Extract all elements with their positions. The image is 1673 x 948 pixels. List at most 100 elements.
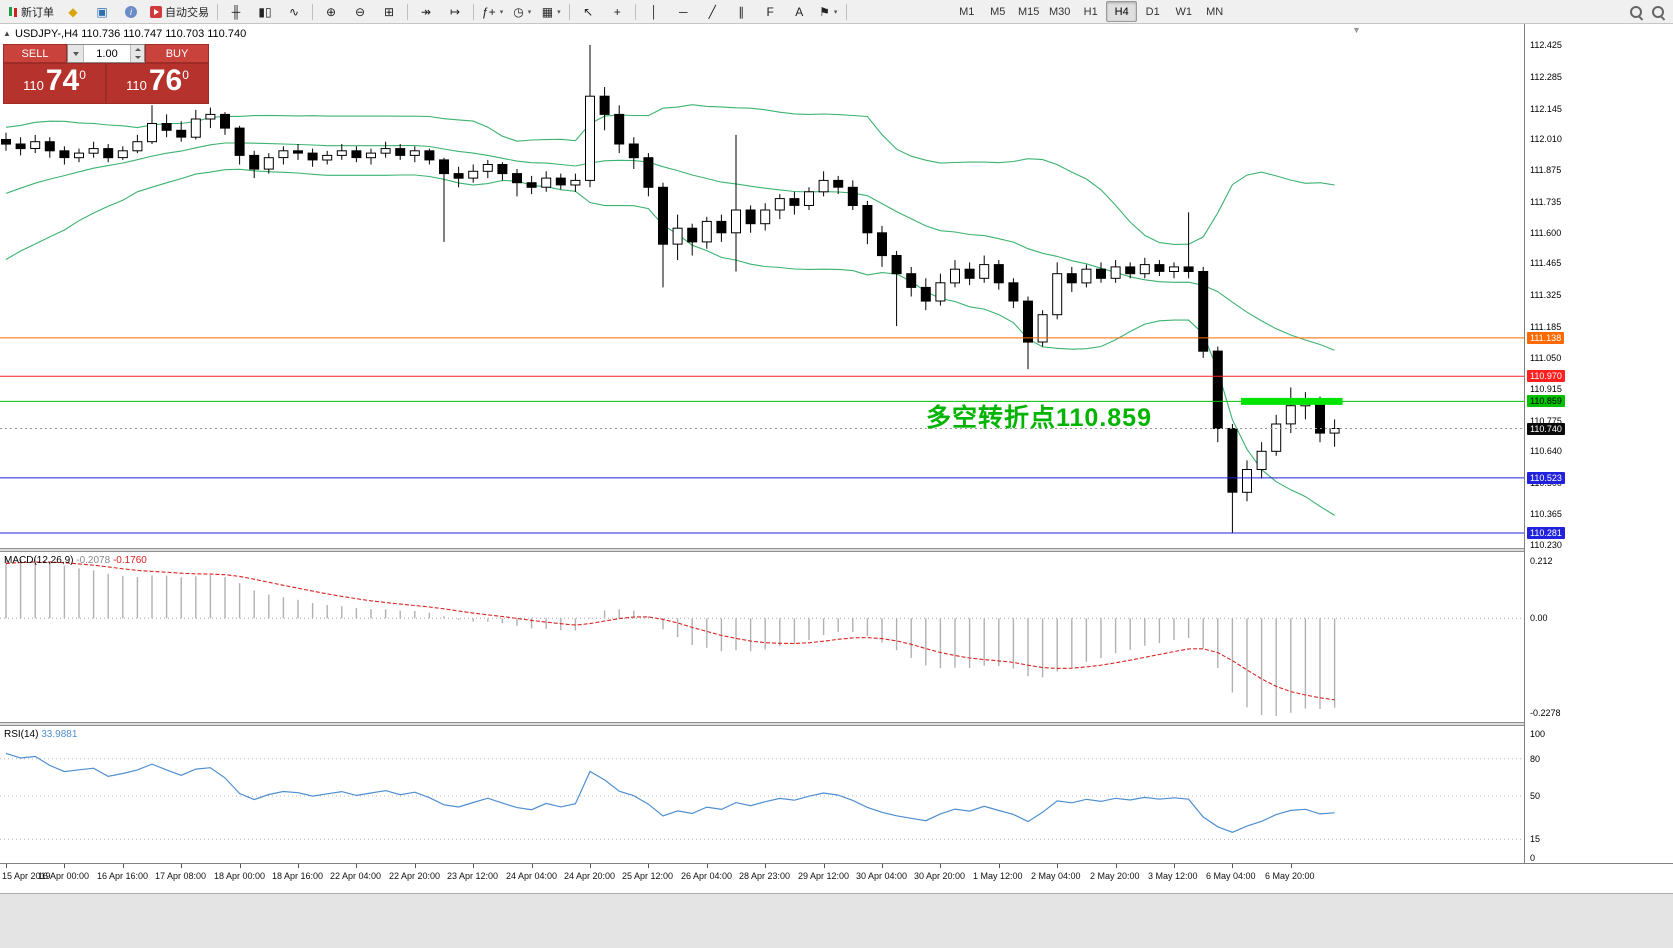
- time-axis-tick: [356, 864, 357, 868]
- channel-button[interactable]: ∥: [727, 1, 755, 23]
- timeframe-h4-button[interactable]: H4: [1106, 1, 1138, 22]
- horizontal-line-button[interactable]: ─: [669, 1, 697, 23]
- arrows-button[interactable]: ⚑ ▾: [814, 1, 842, 23]
- time-axis-label: 16 Apr 00:00: [38, 871, 90, 881]
- chart-shift-button-icon: ↦: [449, 4, 461, 19]
- periods-button-dropdown-icon[interactable]: ▾: [527, 8, 532, 16]
- buy-price-button[interactable]: 110 76 0: [106, 63, 209, 104]
- trendline-button[interactable]: ╱: [698, 1, 726, 23]
- chart-canvas[interactable]: [0, 24, 1673, 893]
- timeframe-h1-button[interactable]: H1: [1083, 5, 1098, 18]
- one-click-panel-toggle[interactable]: ▲: [3, 29, 11, 38]
- volume-decrease-button[interactable]: [131, 53, 144, 62]
- terminal-button-icon: ▣: [96, 4, 108, 19]
- autotrading-button[interactable]: 自动交易: [146, 1, 213, 23]
- zoom-in-button[interactable]: ⊕: [317, 1, 345, 23]
- sell-button[interactable]: SELL: [3, 44, 67, 63]
- panel-splitter-rsi[interactable]: [0, 722, 1673, 726]
- templates-button-icon: ▦: [541, 4, 554, 19]
- time-axis-label: 25 Apr 12:00: [622, 871, 674, 881]
- bar-chart-button[interactable]: ╫: [222, 1, 250, 23]
- info-button-icon: i: [125, 5, 137, 18]
- toolbar-separator: [846, 3, 848, 20]
- macd-axis-label: -0.2278: [1530, 708, 1561, 718]
- metaeditor-button[interactable]: ◆: [59, 1, 87, 23]
- periods-button[interactable]: ◷ ▾: [508, 1, 536, 23]
- pivot-annotation-text[interactable]: 多空转折点110.859: [926, 404, 1152, 432]
- time-axis-tick: [707, 864, 708, 868]
- volume-dropdown[interactable]: [68, 45, 84, 62]
- templates-button-dropdown-icon[interactable]: ▾: [557, 8, 561, 16]
- time-axis-tick: [532, 864, 533, 868]
- new-order-icon: [9, 7, 12, 16]
- timeframe-w1-button[interactable]: W1: [1175, 5, 1192, 18]
- price-axis-label: 111.600: [1530, 228, 1562, 238]
- grid-button[interactable]: ⊞: [375, 1, 403, 23]
- time-axis-tick: [940, 864, 941, 868]
- crosshair-button[interactable]: +: [603, 1, 631, 23]
- sell-price-button[interactable]: 110 74 0: [3, 63, 106, 104]
- one-click-trading-panel: SELL BUY 110 74 0 110 76 0: [3, 44, 209, 104]
- fibonacci-button[interactable]: F: [756, 1, 784, 23]
- line-chart-button[interactable]: ∿: [280, 1, 308, 23]
- arrows-button-dropdown-icon[interactable]: ▾: [833, 8, 838, 16]
- auto-scroll-button[interactable]: ↠: [412, 1, 440, 23]
- zoom-out-button[interactable]: ⊖: [346, 1, 374, 23]
- chart-shift-marker-icon: ▼: [1352, 25, 1361, 35]
- chart-shift-button[interactable]: ↦: [441, 1, 469, 23]
- rsi-value: 33.9881: [41, 729, 78, 740]
- time-axis[interactable]: 15 Apr 2019 16 Apr 00:00 16 Apr 16:00 17 Ap…: [0, 863, 1673, 893]
- volume-input[interactable]: [84, 45, 130, 62]
- cursor-button[interactable]: ↖: [574, 1, 602, 23]
- toolbar-separator: [217, 3, 218, 20]
- price-axis-label: 110.230: [1530, 540, 1562, 550]
- volume-increase-button[interactable]: [131, 45, 144, 54]
- timeframe-m30-button[interactable]: M30: [1049, 5, 1071, 18]
- timeframe-mn-button[interactable]: MN: [1206, 5, 1224, 18]
- symbol-period-label: USDJPY-,H4: [15, 28, 79, 40]
- terminal-button[interactable]: ▣: [88, 1, 116, 23]
- time-axis-tick: [999, 864, 1000, 868]
- arrows-button-icon: ⚑: [819, 4, 830, 19]
- toolbar-right-icons: [1628, 4, 1670, 20]
- time-axis-label: 17 Apr 08:00: [155, 871, 207, 881]
- price-axis-label: 110.915: [1530, 384, 1562, 394]
- periods-button-icon: ◷: [513, 4, 524, 19]
- search-icon[interactable]: [1628, 4, 1644, 20]
- time-axis-label: 6 May 20:00: [1265, 871, 1315, 881]
- ohlc-values: 110.736 110.747 110.703 110.740: [81, 28, 247, 40]
- buy-button[interactable]: BUY: [145, 44, 209, 63]
- rsi-axis-label: 100: [1530, 729, 1546, 739]
- horizontal-line-button-icon: ─: [678, 4, 688, 19]
- timeframe-m1-button[interactable]: M1: [959, 5, 975, 18]
- templates-button[interactable]: ▦ ▾: [537, 1, 565, 23]
- search-community-icon[interactable]: [1650, 4, 1666, 20]
- timeframe-m5-button[interactable]: M5: [990, 5, 1006, 18]
- current-price-marker: 110.740: [1527, 423, 1565, 435]
- timeframe-d1-button[interactable]: D1: [1145, 5, 1160, 18]
- price-axis-label: 112.145: [1530, 104, 1562, 114]
- vertical-line-button[interactable]: │: [640, 1, 668, 23]
- time-axis-label: 6 May 04:00: [1206, 871, 1256, 881]
- price-axis-label: 111.465: [1530, 258, 1562, 268]
- candlestick-chart-button[interactable]: ▮▯: [251, 1, 279, 23]
- time-axis-tick: [1057, 864, 1058, 868]
- indicators-button-dropdown-icon[interactable]: ▾: [499, 8, 504, 16]
- timeframe-m15-button[interactable]: M15: [1018, 5, 1040, 18]
- price-level-marker: 110.970: [1527, 370, 1565, 382]
- new-order-button[interactable]: 新订单: [3, 1, 58, 23]
- price-level-marker: 110.281: [1527, 527, 1565, 539]
- panel-splitter-macd[interactable]: [0, 548, 1673, 552]
- time-axis-label: 15 Apr 2019: [2, 871, 51, 881]
- time-axis-label: 2 May 04:00: [1031, 871, 1081, 881]
- toolbar-separator: [635, 3, 637, 20]
- buy-price-prefix: 110: [126, 78, 147, 93]
- price-axis-label: 110.365: [1530, 509, 1562, 519]
- info-button[interactable]: i: [117, 1, 145, 23]
- text-button[interactable]: A: [785, 1, 813, 23]
- vertical-line-button-icon: │: [650, 4, 658, 19]
- price-axis-label: 111.185: [1530, 322, 1562, 332]
- price-axis[interactable]: 112.425 112.285 112.145 112.010 111.875 111.7…: [1524, 24, 1673, 863]
- time-axis-label: 3 May 12:00: [1148, 871, 1198, 881]
- indicators-button[interactable]: ƒ+ ▾: [478, 1, 507, 23]
